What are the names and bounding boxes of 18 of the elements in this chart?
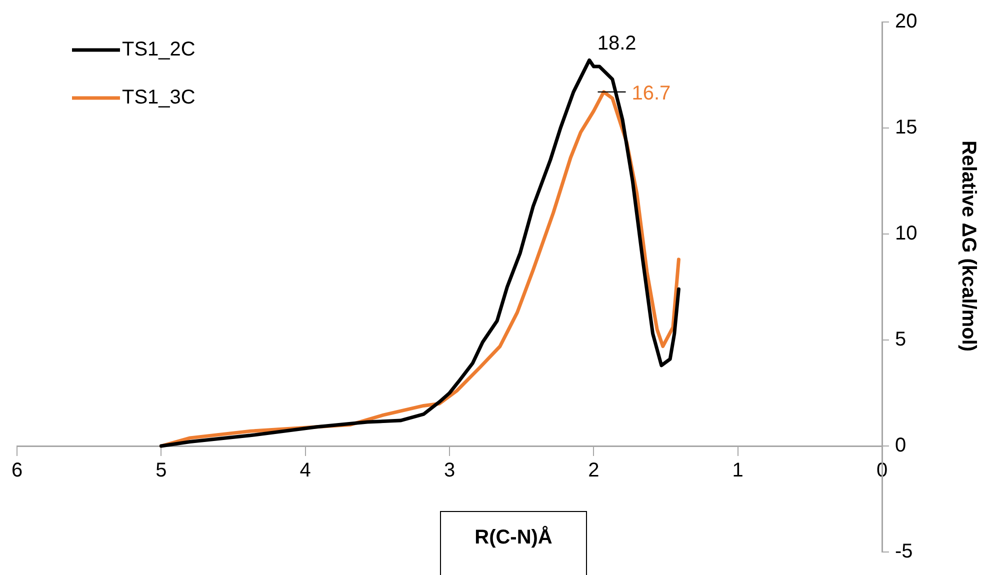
x-tick-label: 4 (300, 460, 311, 482)
x-tick-label: 1 (732, 460, 744, 482)
legend-label: TS1_3C (122, 86, 196, 109)
x-tick-label: 5 (156, 460, 167, 482)
legend-label: TS1_2C (122, 38, 196, 61)
y-tick-label: -5 (895, 540, 913, 563)
y-tick-label: 5 (895, 328, 906, 351)
data-label: 18.2 (597, 32, 636, 55)
x-axis-title: R(C-N)Å (474, 526, 552, 549)
x-tick-label: 6 (11, 460, 23, 482)
data-label: 16.7 (632, 82, 671, 104)
x-tick-label: 2 (588, 460, 600, 482)
y-tick-label: 0 (895, 434, 906, 457)
x-tick-label: 3 (444, 460, 456, 482)
y-tick-label: 20 (895, 10, 918, 33)
y-tick-label: 10 (895, 222, 918, 245)
y-tick-label: 15 (895, 116, 918, 139)
y-axis-title: Relative ΔG (kcal/mol) (957, 140, 980, 352)
